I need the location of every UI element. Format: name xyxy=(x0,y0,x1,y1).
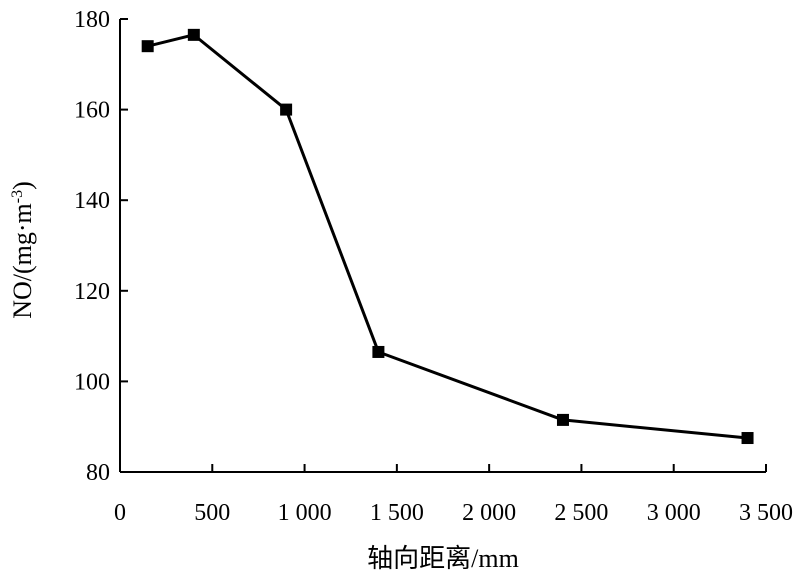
data-point-marker xyxy=(741,432,754,445)
x-ticks: 0 500 1 000 1 500 2 000 2 500 3 000 3 500 xyxy=(114,464,793,526)
x-tick-label: 0 xyxy=(114,500,126,526)
x-tick-label: 3 000 xyxy=(647,500,701,526)
y-tick-label: 180 xyxy=(74,7,110,33)
y-tick-label: 100 xyxy=(74,369,110,395)
y-tick-label: 120 xyxy=(74,279,110,305)
axes xyxy=(119,19,766,473)
data-point-marker xyxy=(187,28,200,41)
y-axis-title: NO/(mg·m-3) xyxy=(8,181,37,319)
x-tick-label: 2 000 xyxy=(462,500,516,526)
y-axis-title-main: NO/(mg·m xyxy=(8,203,37,319)
x-tick-label: 500 xyxy=(194,500,230,526)
data-point-marker xyxy=(556,413,569,426)
data-point-marker xyxy=(141,40,154,53)
x-tick-label: 3 500 xyxy=(739,500,793,526)
data-point-marker xyxy=(280,103,293,116)
x-tick-label: 2 500 xyxy=(554,500,608,526)
x-tick-label: 1 500 xyxy=(370,500,424,526)
y-tick-label: 140 xyxy=(74,188,110,214)
y-tick-label: 160 xyxy=(74,98,110,124)
x-tick-label: 1 000 xyxy=(278,500,332,526)
y-ticks: 80 100 120 140 160 180 xyxy=(74,7,128,486)
x-axis-title: 轴向距离/mm xyxy=(367,544,519,573)
y-axis-title-superscript: -3 xyxy=(9,190,26,203)
series-layer xyxy=(141,28,754,445)
series-line xyxy=(147,33,748,440)
data-point-marker xyxy=(372,345,385,358)
y-tick-label: 80 xyxy=(86,460,110,486)
y-axis-title-close: ) xyxy=(8,181,37,190)
